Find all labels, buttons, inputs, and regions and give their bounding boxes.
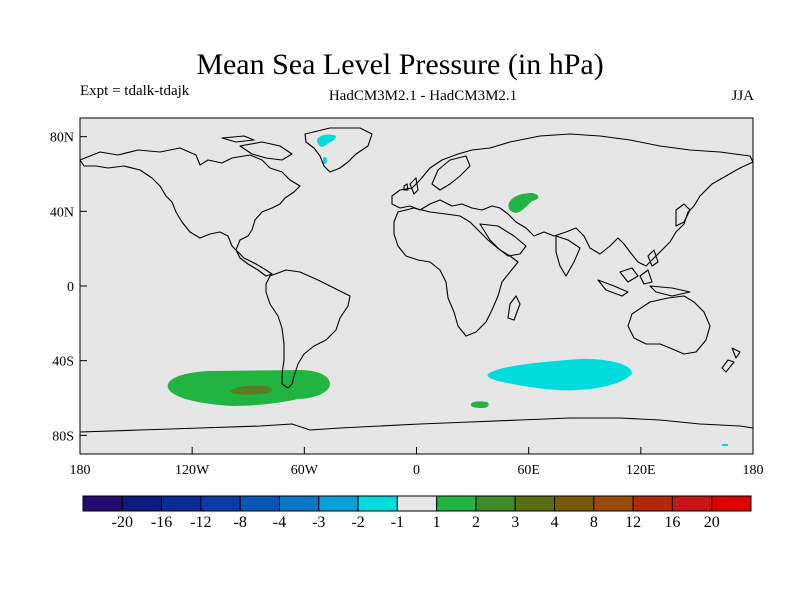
anomaly-region-south-indian <box>487 358 632 391</box>
colorbar-label: -20 <box>112 514 133 531</box>
coastline-central-america <box>235 249 273 277</box>
coastline-arctic-islands <box>221 135 293 161</box>
x-axis: 180 120W 60W 0 60E 120E 180 <box>70 447 764 478</box>
coastline-north-america <box>79 147 301 251</box>
colorbar-swatch <box>593 495 634 512</box>
coastline-antarctica <box>79 417 754 433</box>
colorbar-label: -2 <box>351 514 364 531</box>
y-tick-label: 40S <box>52 355 74 370</box>
colorbar-swatch <box>357 495 398 512</box>
anomaly-region-south-atlantic <box>470 401 489 408</box>
coastline-maritime-continent <box>597 249 691 297</box>
colorbar-label: -4 <box>273 514 286 531</box>
colorbar-swatch <box>671 495 713 512</box>
coastline-madagascar <box>507 295 521 321</box>
x-tick-label: 0 <box>413 463 420 478</box>
x-tick-label: 120W <box>175 463 210 478</box>
anomaly-region-south-pacific-core <box>230 385 273 395</box>
y-axis: 80N 40N 0 40S 80S <box>50 131 87 444</box>
colorbar-label: 3 <box>511 514 519 531</box>
colorbar-label: 8 <box>590 514 598 531</box>
coastline-arabia <box>479 223 527 257</box>
colorbar-label: -12 <box>190 514 211 531</box>
colorbar-swatch <box>396 495 438 512</box>
colorbar-label: -16 <box>151 514 172 531</box>
x-tick-label: 180 <box>70 463 91 478</box>
colorbar-label: 12 <box>625 514 641 531</box>
colorbar-swatch <box>554 495 595 512</box>
colorbar-swatch <box>121 495 163 512</box>
model-label: HadCM3M2.1 - HadCM3M2.1 <box>328 88 518 104</box>
colorbar-swatch <box>436 495 477 512</box>
anomaly-region-antarctic-speck <box>722 444 728 446</box>
x-tick-label: 120E <box>626 463 656 478</box>
colorbar-swatch <box>200 495 241 512</box>
colorbar-swatch <box>239 495 280 512</box>
colorbar: -20 -16 -12 -8 -4 -3 -2 -1 1 2 3 4 8 12 16 20 <box>82 495 752 531</box>
anomaly-regions <box>167 134 728 446</box>
colorbar-swatch <box>318 495 359 512</box>
coastline-australia <box>627 295 711 355</box>
colorbar-label: -3 <box>312 514 325 531</box>
colorbar-label: 20 <box>704 514 720 531</box>
colorbar-label: 2 <box>472 514 480 531</box>
colorbar-swatch <box>514 495 556 512</box>
x-tick-label: 180 <box>743 463 764 478</box>
x-tick-label: 60W <box>291 463 319 478</box>
colorbar-label: 1 <box>433 514 441 531</box>
colorbar-swatch <box>632 495 673 512</box>
anomaly-region-caspian <box>508 193 539 213</box>
y-tick-label: 80N <box>50 131 74 146</box>
coastlines <box>79 127 754 433</box>
anomaly-region-greenland <box>316 134 336 147</box>
anomaly-region-greenland-south <box>323 156 327 165</box>
chart-title: Mean Sea Level Pressure (in hPa) <box>196 48 604 81</box>
coastline-south-america <box>265 269 351 389</box>
x-tick-label: 60E <box>517 463 540 478</box>
colorbar-label: -1 <box>391 514 404 531</box>
y-tick-label: 0 <box>67 280 74 295</box>
coastline-africa <box>393 207 519 337</box>
coastline-greenland <box>304 127 373 173</box>
coastline-japan <box>675 203 691 227</box>
colorbar-label: 16 <box>664 514 680 531</box>
colorbar-swatch <box>161 495 202 512</box>
colorbar-label: -8 <box>234 514 247 531</box>
colorbar-label: 4 <box>551 514 559 531</box>
colorbar-swatch <box>82 495 123 512</box>
coastline-britain <box>403 177 419 195</box>
y-tick-label: 40N <box>50 205 74 220</box>
y-tick-label: 80S <box>52 429 74 444</box>
colorbar-swatch <box>711 495 752 512</box>
season-label: JJA <box>731 88 754 104</box>
colorbar-swatch <box>278 495 320 512</box>
colorbar-swatch <box>475 495 516 512</box>
experiment-label: Expt = tdalk-tdajk <box>80 83 190 99</box>
coastline-new-zealand <box>721 347 741 373</box>
coastline-india <box>555 235 581 277</box>
coastline-scandinavia <box>431 155 471 191</box>
